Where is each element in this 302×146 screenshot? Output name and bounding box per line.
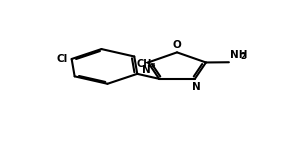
Text: NH: NH [230, 50, 247, 60]
Text: 2: 2 [241, 52, 246, 61]
Text: N: N [192, 82, 201, 92]
Text: CH₃: CH₃ [137, 59, 156, 68]
Text: Cl: Cl [57, 54, 68, 64]
Text: N: N [142, 65, 151, 75]
Text: O: O [173, 40, 182, 50]
